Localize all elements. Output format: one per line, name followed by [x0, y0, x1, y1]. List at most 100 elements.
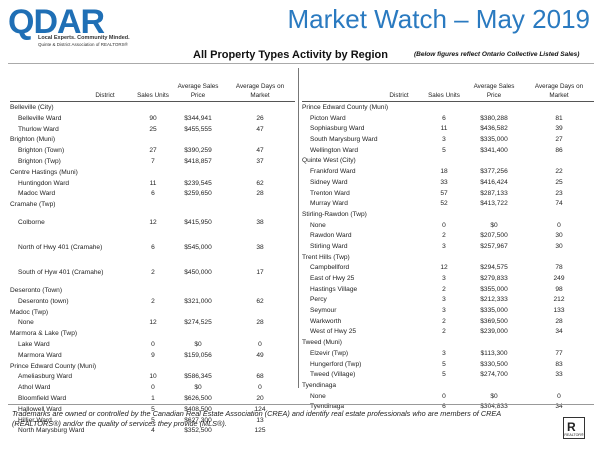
district-name: East of Hwy 25 — [310, 275, 355, 282]
avg-days-on-market: 0 — [258, 340, 262, 348]
sales-units: 33 — [440, 178, 448, 186]
avg-sales-price: $586,345 — [184, 373, 212, 381]
sales-units: 18 — [440, 168, 448, 176]
avg-days-on-market: 74 — [555, 200, 563, 208]
table-row: None 0 $0 0 — [302, 221, 594, 232]
sales-units: 0 — [151, 384, 155, 392]
logo-association: Quinte & District Association of REALTOR… — [38, 42, 128, 47]
avg-sales-price: $239,000 — [480, 328, 508, 336]
district-name: None — [310, 392, 326, 400]
left-table: District Sales Units Average Sales Price … — [10, 70, 295, 437]
avg-sales-price: $159,056 — [184, 351, 212, 359]
avg-sales-price: $352,500 — [184, 427, 212, 435]
avg-sales-price: $450,000 — [184, 269, 212, 277]
district-name: Percy — [310, 296, 327, 304]
avg-sales-price: $344,941 — [184, 114, 212, 122]
district-name: Belleville Ward — [18, 114, 62, 122]
avg-days-on-market: 37 — [256, 157, 264, 165]
table-row: Marmora Ward 9 $159,056 49 — [10, 351, 295, 362]
avg-days-on-market: 38 — [256, 244, 264, 252]
district-name: Deseronto (town) — [18, 297, 69, 305]
region-group-row: Stirling-Rawdon (Twp) — [302, 210, 594, 221]
district-name: Bloomfield Ward — [18, 394, 67, 402]
region-group-row: Quinte West (City) — [302, 156, 594, 167]
avg-days-on-market: 28 — [256, 190, 264, 198]
sales-units: 3 — [442, 242, 446, 250]
avg-sales-price: $545,000 — [184, 244, 212, 252]
header-rule-right — [302, 101, 594, 102]
sales-units: 3 — [442, 296, 446, 304]
table-row: North Marysburg Ward 4 $352,500 125 — [10, 426, 295, 437]
header-units: Sales Units — [137, 92, 169, 99]
region-group-row: Centre Hastings (Muni) — [10, 168, 295, 179]
sales-units: 25 — [149, 125, 157, 133]
table-row: None 0 $0 0 — [302, 392, 594, 403]
table-row: Seymour 3 $335,000 133 — [302, 306, 594, 317]
table-row: Hillier Ward 5 $627,300 13 — [10, 416, 295, 427]
qdar-logo: QDAR Local Experts. Community Minded. Qu… — [8, 5, 158, 47]
avg-days-on-market: 98 — [555, 285, 563, 293]
avg-sales-price: $390,259 — [184, 147, 212, 155]
avg-days-on-market: 0 — [557, 221, 561, 229]
logo-wordmark: QDAR — [8, 3, 105, 41]
header-days: Average Days on Market — [534, 83, 584, 99]
table-row: None 12 $274,525 28 — [10, 318, 295, 329]
sales-units: 2 — [442, 328, 446, 336]
sales-units: 5 — [442, 371, 446, 379]
avg-sales-price: $355,000 — [480, 285, 508, 293]
table-row: Athol Ward 0 $0 0 — [10, 383, 295, 394]
table-row: Thurlow Ward 25 $455,555 47 — [10, 125, 295, 136]
district-name: Seymour — [310, 307, 337, 315]
right-table: District Sales Units Average Sales Price … — [302, 70, 594, 413]
avg-sales-price: $335,000 — [480, 136, 508, 144]
district-name: Thurlow Ward — [18, 125, 59, 133]
sales-units: 2 — [442, 232, 446, 240]
avg-days-on-market: 212 — [553, 296, 565, 304]
district-name: Ameliasburg Ward — [18, 373, 72, 381]
district-name: Hungerford (Twp) — [310, 360, 362, 368]
avg-sales-price: $418,857 — [184, 157, 212, 165]
avg-days-on-market: 17 — [256, 269, 264, 277]
sales-units: 3 — [442, 349, 446, 357]
region-group-row: Prince Edward County (Muni) — [302, 103, 594, 114]
district-name: Campbellford — [310, 264, 350, 272]
header-district: District — [95, 92, 115, 99]
avg-days-on-market: 78 — [555, 264, 563, 272]
region-group-row: Marmora & Lake (Twp) — [10, 329, 295, 340]
region-group-row: Trent Hills (Twp) — [302, 253, 594, 264]
avg-days-on-market: 33 — [555, 371, 563, 379]
sales-units: 12 — [149, 319, 157, 327]
district-name: Trenton Ward — [310, 189, 350, 197]
table-row: North of Hwy 401 (Cramahe) 6 $545,000 38 — [10, 236, 295, 261]
district-name: Brighton (Twp) — [18, 157, 61, 165]
avg-days-on-market: 47 — [256, 125, 264, 133]
region-group-row: Tweed (Muni) — [302, 338, 594, 349]
header-price: Average Sales Price — [473, 83, 515, 99]
avg-sales-price: $257,967 — [480, 242, 508, 250]
logo-tagline: Local Experts. Community Minded. — [38, 35, 130, 41]
trademark-footer: Trademarks are owned or controlled by th… — [12, 409, 501, 428]
avg-days-on-market: 39 — [555, 125, 563, 133]
table-row: South of Hyw 401 (Cramahe) 2 $450,000 17 — [10, 261, 295, 286]
table-row: Rawdon Ward 2 $207,500 30 — [302, 231, 594, 242]
district-name: Tyendinaga — [310, 403, 345, 411]
avg-sales-price: $0 — [490, 221, 498, 229]
avg-sales-price: $369,500 — [480, 317, 508, 325]
avg-days-on-market: 22 — [555, 168, 563, 176]
district-name: Athol Ward — [18, 384, 51, 392]
realtor-badge-text: REALTOR® — [564, 433, 584, 437]
table-row: Picton Ward 6 $380,288 81 — [302, 114, 594, 125]
avg-days-on-market: 20 — [256, 394, 264, 402]
sales-units: 6 — [151, 244, 155, 252]
table-row: Wellington Ward 5 $341,400 86 — [302, 146, 594, 157]
region-name: Cramahe (Twp) — [10, 201, 56, 209]
report-subnote: (Below figures reflect Ontario Collectiv… — [414, 51, 580, 58]
table-row: East of Hwy 25 3 $279,833 249 — [302, 274, 594, 285]
sales-units: 7 — [151, 157, 155, 165]
table-row: South Marysburg Ward 3 $335,000 27 — [302, 135, 594, 146]
sales-units: 4 — [151, 427, 155, 435]
left-table-header: District Sales Units Average Sales Price … — [10, 70, 295, 102]
avg-sales-price: $113,300 — [480, 349, 508, 357]
region-group-row: Belleville (City) — [10, 103, 295, 114]
district-name: Hastings Village — [310, 285, 358, 293]
